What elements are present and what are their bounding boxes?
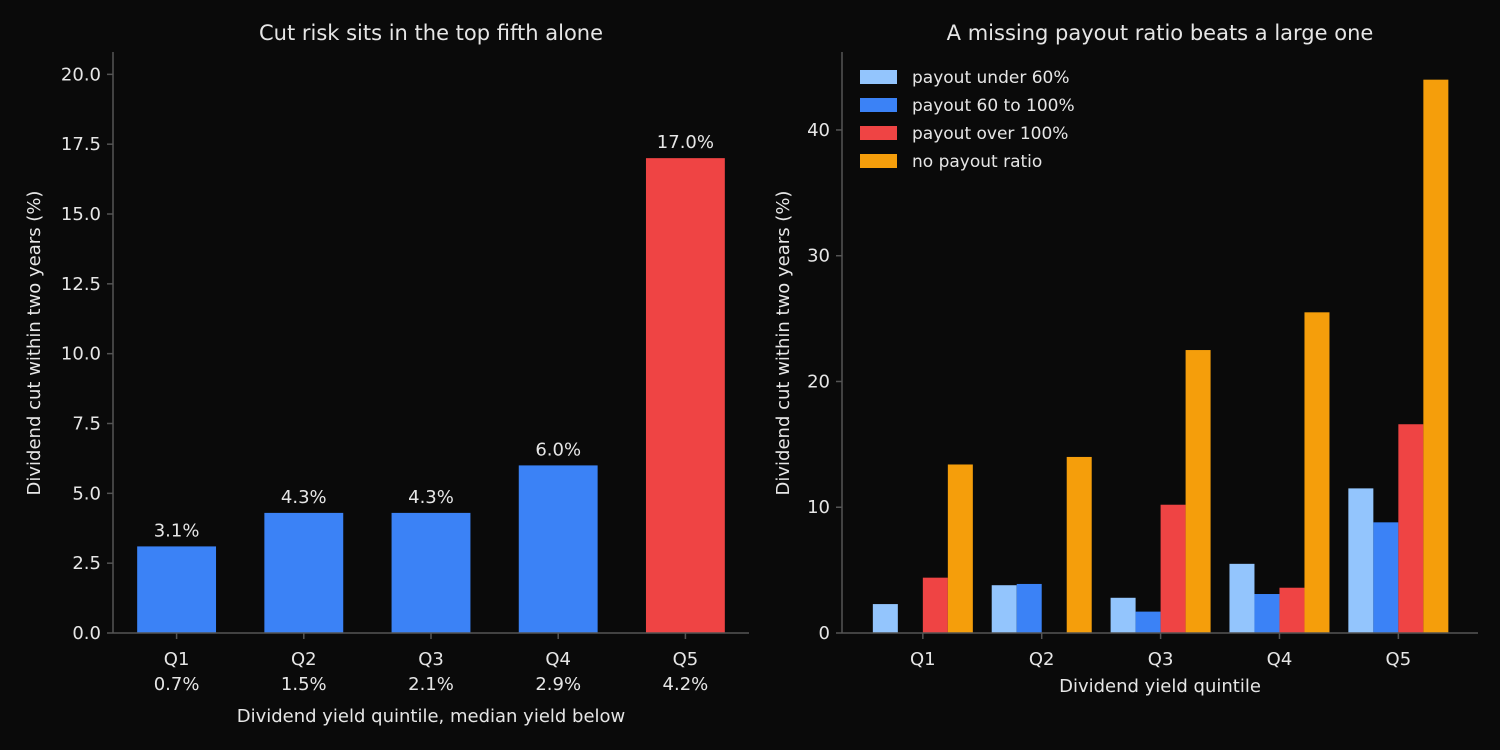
y-tick-label: 0.0 [72,623,101,644]
y-tick-label: 30 [807,246,830,267]
chart-right-title: A missing payout ratio beats a large one [947,21,1374,45]
chart-left-yticks: 0.0 2.5 5.0 7.5 10.0 12.5 15.0 17.5 20.0 [61,64,113,644]
x-tick-label: Q5 [1386,649,1412,670]
x-tick-label: Q2 [1029,649,1055,670]
y-tick-label: 12.5 [61,274,101,295]
chart-right-xlabel: Dividend yield quintile [1059,676,1261,697]
x-tick-sublabel: 1.5% [281,674,327,695]
legend-swatch [860,154,897,168]
bar [1304,312,1330,633]
legend-swatch [860,70,897,84]
legend-swatch [860,98,897,112]
y-tick-label: 7.5 [72,414,101,435]
bar [264,512,344,633]
y-tick-label: 20.0 [61,64,101,85]
bar [137,546,217,633]
y-tick-label: 10.0 [61,344,101,365]
bar [645,158,725,633]
legend-label: no payout ratio [912,152,1042,172]
chart-left-xlabel: Dividend yield quintile, median yield be… [237,706,626,727]
bar-data-label: 3.1% [154,520,200,541]
bar-data-label: 6.0% [535,439,581,460]
bar [991,585,1017,633]
bar-data-label: 4.3% [408,487,454,508]
bar [391,512,471,633]
x-tick-label: Q4 [545,649,571,670]
chart-right-legend: payout under 60% payout 60 to 100% payout … [860,68,1075,172]
legend-label: payout 60 to 100% [912,96,1075,116]
chart-left-xticks: Q1 0.7% Q2 1.5% Q3 2.1% Q4 2.9% Q5 4.2% [154,633,709,695]
y-tick-label: 20 [807,371,830,392]
x-tick-label: Q5 [673,649,699,670]
bar [1423,79,1449,633]
legend-swatch [860,126,897,140]
bar [1185,350,1211,633]
x-tick-label: Q4 [1267,649,1293,670]
bar [872,604,898,633]
x-tick-label: Q1 [164,649,190,670]
x-tick-label: Q3 [1148,649,1174,670]
chart-left-bars: 3.1% 4.3% 4.3% 6.0% 17.0% [137,132,725,633]
y-tick-label: 15.0 [61,204,101,225]
y-tick-label: 2.5 [72,553,101,574]
x-tick-label: Q2 [291,649,317,670]
x-tick-sublabel: 2.9% [535,674,581,695]
y-tick-label: 17.5 [61,134,101,155]
chart-right-bars [872,79,1449,633]
chart-right-xticks: Q1 Q2 Q3 Q4 Q5 [910,633,1411,670]
bar [1373,522,1399,633]
legend-label: payout over 100% [912,124,1068,144]
chart-right-yticks: 0 10 20 30 40 [807,120,842,644]
bar-data-label: 17.0% [657,132,714,153]
chart-right: A missing payout ratio beats a large one… [773,21,1478,697]
x-tick-sublabel: 0.7% [154,674,200,695]
y-tick-label: 40 [807,120,830,141]
chart-left: Cut risk sits in the top fifth alone Div… [24,21,749,727]
chart-left-title: Cut risk sits in the top fifth alone [259,21,603,45]
y-tick-label: 10 [807,497,830,518]
bar [1254,594,1280,633]
bar [1066,456,1092,633]
bar [518,465,598,633]
bar [1016,583,1042,633]
chart-left-ylabel: Dividend cut within two years (%) [24,191,45,496]
bar [1160,504,1186,633]
bar [1279,587,1305,633]
chart-right-ylabel: Dividend cut within two years (%) [773,191,794,496]
y-tick-label: 0 [819,623,830,644]
x-tick-label: Q1 [910,649,936,670]
legend-label: payout under 60% [912,68,1070,88]
y-tick-label: 5.0 [72,483,101,504]
bar [1110,597,1136,633]
bar [1348,488,1374,633]
bar [922,577,948,633]
bar [1135,611,1161,633]
x-tick-sublabel: 4.2% [663,674,709,695]
bar [1229,563,1255,633]
x-tick-label: Q3 [418,649,444,670]
x-tick-sublabel: 2.1% [408,674,454,695]
bar [947,464,973,633]
bar [1398,424,1424,633]
bar-data-label: 4.3% [281,487,327,508]
